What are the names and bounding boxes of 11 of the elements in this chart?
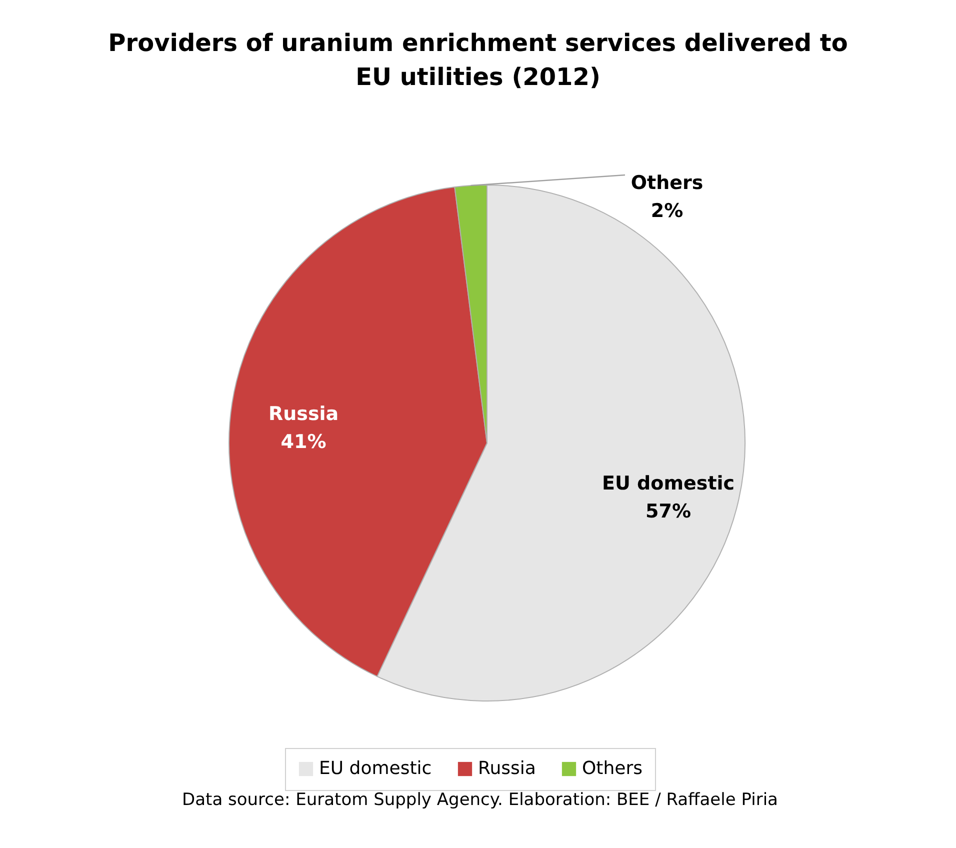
slice-label: EU domestic	[602, 472, 735, 495]
chart-title: Providers of uranium enrichment services delivered to EU utilities (2012)	[108, 29, 848, 91]
data-label: 57%	[646, 500, 692, 523]
legend-label: EU domestic	[319, 758, 432, 779]
data-label: 2%	[650, 200, 684, 222]
legend-label: Russia	[478, 758, 536, 779]
source-note: Data source: Euratom Supply Agency. Elaboration: BEE / Raffaele Piria	[182, 790, 778, 810]
slice-label: Russia	[268, 402, 339, 425]
data-label: 41%	[280, 430, 326, 453]
slice-label: Others	[630, 172, 704, 194]
legend-label: Others	[582, 758, 642, 779]
